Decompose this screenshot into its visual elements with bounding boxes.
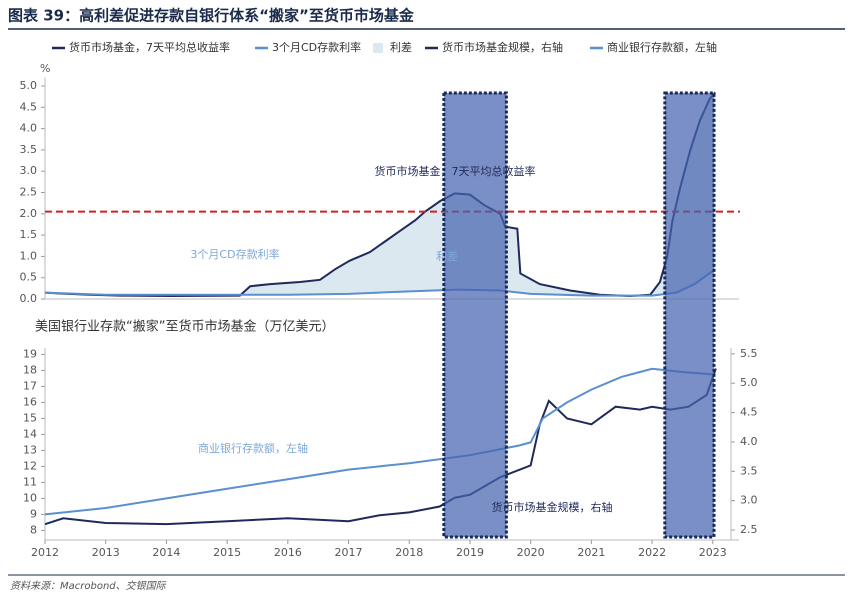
y-axis-unit: % xyxy=(40,62,50,75)
x-tick-label: 2013 xyxy=(92,546,120,559)
y-tick-label: 4.0 xyxy=(20,122,38,135)
x-tick-label: 2022 xyxy=(638,546,666,559)
y-tick-label: 18 xyxy=(23,363,37,376)
source: 资料来源：Macrobond、交银国际 xyxy=(10,580,167,592)
annotation: 3个月CD存款利率 xyxy=(190,247,279,261)
y-tick-label: 15 xyxy=(23,411,37,424)
annotation: 货币市场基金规模，右轴 xyxy=(492,500,613,514)
highlight-box xyxy=(442,91,508,539)
x-tick-label: 2012 xyxy=(31,546,59,559)
x-tick-label: 2019 xyxy=(456,546,484,559)
y2-tick-label: 3.5 xyxy=(740,464,758,477)
x-tick-label: 2017 xyxy=(335,546,363,559)
y2-tick-label: 5.0 xyxy=(740,376,758,389)
x-tick-label: 2015 xyxy=(213,546,241,559)
legend-label: 货币市场基金，7天平均总收益率 xyxy=(69,40,230,54)
x-tick-label: 2018 xyxy=(395,546,423,559)
series-line xyxy=(44,367,713,516)
spread-area xyxy=(45,92,716,297)
y-tick-label: 16 xyxy=(23,395,37,408)
legend-label: 商业银行存款额，左轴 xyxy=(607,40,717,54)
legend-label: 3个月CD存款利率 xyxy=(272,40,361,54)
y2-tick-label: 2.5 xyxy=(740,523,758,536)
y2-tick-label: 5.5 xyxy=(740,347,758,360)
y-tick-label: 4.5 xyxy=(20,100,38,113)
x-tick-label: 2020 xyxy=(517,546,545,559)
y-tick-label: 0.0 xyxy=(20,292,38,305)
y-tick-label: 2.5 xyxy=(20,186,38,199)
x-tick-label: 2021 xyxy=(577,546,605,559)
y-tick-label: 10 xyxy=(23,491,37,504)
y-tick-label: 17 xyxy=(23,379,37,392)
y-tick-label: 1.5 xyxy=(20,228,38,241)
y-tick-label: 14 xyxy=(23,427,37,440)
y2-tick-label: 4.0 xyxy=(740,435,758,448)
legend-swatch xyxy=(373,43,383,53)
y2-tick-label: 4.5 xyxy=(740,406,758,419)
annotation: 利差 xyxy=(436,249,458,263)
annotation: 商业银行存款额，左轴 xyxy=(198,441,308,455)
page-title: 图表 39：高利差促进存款自银行体系“搬家”至货币市场基金 xyxy=(8,7,415,25)
y-tick-label: 9 xyxy=(30,507,37,520)
x-tick-label: 2014 xyxy=(152,546,180,559)
y-tick-label: 3.5 xyxy=(20,143,38,156)
y-tick-label: 12 xyxy=(23,459,37,472)
panel-title: 美国银行业存款“搬家”至货币市场基金（万亿美元） xyxy=(35,319,334,335)
annotation: 货币市场基金，7天平均总收益率 xyxy=(375,164,536,178)
y-tick-label: 5.0 xyxy=(20,79,38,92)
x-tick-label: 2016 xyxy=(274,546,302,559)
y-tick-label: 1.0 xyxy=(20,249,38,262)
y-tick-label: 2.0 xyxy=(20,207,38,220)
y-tick-label: 3.0 xyxy=(20,164,38,177)
y-tick-label: 13 xyxy=(23,443,37,456)
x-tick-label: 2023 xyxy=(699,546,727,559)
y-tick-label: 8 xyxy=(30,523,37,536)
legend-label: 利差 xyxy=(390,40,412,54)
y2-tick-label: 3.0 xyxy=(740,494,758,507)
y-tick-label: 11 xyxy=(23,475,37,488)
y-tick-label: 19 xyxy=(23,347,37,360)
highlight-box xyxy=(663,91,716,539)
legend-label: 货币市场基金规模，右轴 xyxy=(442,40,563,54)
y-tick-label: 0.5 xyxy=(20,271,38,284)
